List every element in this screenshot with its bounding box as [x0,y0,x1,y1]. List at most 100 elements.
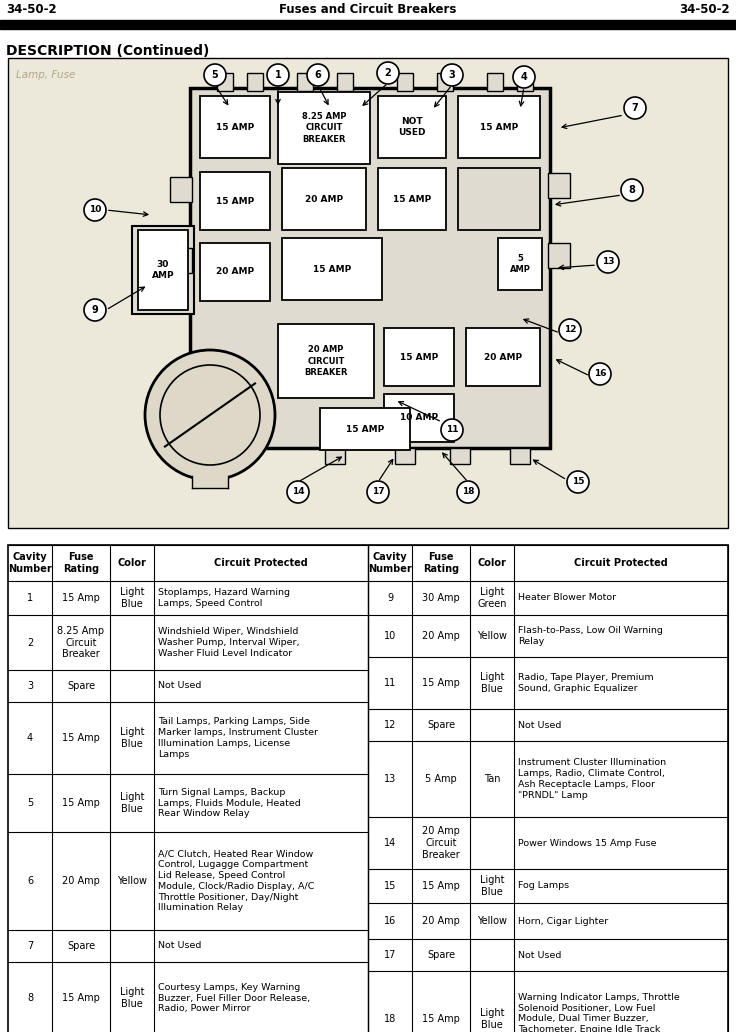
Bar [8,58,728,528]
Text: 14: 14 [384,838,396,848]
Text: Courtesy Lamps, Key Warning
Buzzer, Fuel Filler Door Release,
Radio, Power Mirro: Courtesy Lamps, Key Warning Buzzer, Fuel… [158,982,310,1013]
Text: 30
AMP: 30 AMP [152,260,174,280]
Bar [437,73,453,91]
Text: Windshield Wiper, Windshield
Washer Pump, Interval Wiper,
Washer Fluid Level Ind: Windshield Wiper, Windshield Washer Pump… [158,627,300,657]
Text: 20 AMP
CIRCUIT
BREAKER: 20 AMP CIRCUIT BREAKER [304,346,347,377]
Text: 14: 14 [291,487,304,496]
Circle shape [441,419,463,441]
Text: Tan: Tan [484,774,500,784]
Text: 2: 2 [27,638,33,647]
Text: Yellow: Yellow [117,876,147,886]
Text: Light
Blue: Light Blue [480,672,504,694]
Bar [170,248,192,273]
Text: 10: 10 [89,205,101,215]
Text: 15 AMP: 15 AMP [393,194,431,203]
Text: 9: 9 [387,593,393,603]
Circle shape [624,97,646,119]
Bar [384,394,454,442]
Text: Tail Lamps, Parking Lamps, Side
Marker lamps, Instrument Cluster
Illumination La: Tail Lamps, Parking Lamps, Side Marker l… [158,717,318,759]
Text: 10: 10 [384,631,396,641]
Bar [397,73,413,91]
Bar [278,324,374,398]
Text: 9: 9 [91,305,99,315]
Circle shape [377,62,399,84]
Text: 15 Amp: 15 Amp [62,733,100,743]
Text: Spare: Spare [427,950,455,960]
Text: 15 Amp: 15 Amp [422,881,460,891]
Text: Not Used: Not Used [518,720,562,730]
Text: Circuit Protected: Circuit Protected [214,558,308,568]
Bar [200,243,270,301]
Text: 34-50-2: 34-50-2 [679,3,730,17]
Text: 7: 7 [631,103,638,112]
Bar [510,448,530,464]
Text: 1: 1 [275,70,281,80]
Bar [278,92,370,164]
Text: 15 AMP: 15 AMP [346,424,384,433]
Text: 20 Amp
Circuit
Breaker: 20 Amp Circuit Breaker [422,827,460,860]
Text: 16: 16 [384,916,396,926]
Circle shape [160,365,260,465]
Text: 6: 6 [314,70,322,80]
Text: 20 Amp: 20 Amp [422,631,460,641]
Text: 1: 1 [27,593,33,603]
Circle shape [559,319,581,341]
Bar [247,73,263,91]
Text: 30 Amp: 30 Amp [422,593,460,603]
Text: 17: 17 [383,950,396,960]
Bar [0,20,736,29]
Text: 13: 13 [384,774,396,784]
Circle shape [204,64,226,86]
Bar [458,96,540,158]
Text: Power Windows 15 Amp Fuse: Power Windows 15 Amp Fuse [518,838,657,847]
Bar [230,448,250,464]
Circle shape [513,66,535,88]
Text: Warning Indicator Lamps, Throttle
Solenoid Positioner, Low Fuel
Module, Dual Tim: Warning Indicator Lamps, Throttle Soleno… [518,993,680,1032]
Bar [282,168,366,230]
Circle shape [84,299,106,321]
Circle shape [457,481,479,503]
Bar [320,408,410,450]
Text: 20 AMP: 20 AMP [305,194,343,203]
Bar [8,545,728,1032]
Text: Color: Color [118,558,146,568]
Bar [378,168,446,230]
Text: 11: 11 [446,425,459,434]
Text: 15 Amp: 15 Amp [62,593,100,603]
Bar [200,172,270,230]
Bar [450,448,470,464]
Text: 4: 4 [27,733,33,743]
Text: Color: Color [478,558,506,568]
Text: 10 AMP: 10 AMP [400,414,438,422]
Text: Light
Blue: Light Blue [120,793,144,814]
Bar [200,96,270,158]
Text: Fog Lamps: Fog Lamps [518,881,569,891]
Bar [132,226,194,314]
Text: 15 AMP: 15 AMP [480,123,518,131]
Text: 20 Amp: 20 Amp [62,876,100,886]
Text: 12: 12 [564,325,576,334]
Bar [217,73,233,91]
Text: Heater Blower Motor: Heater Blower Motor [518,593,616,603]
Bar [282,238,382,300]
Text: Spare: Spare [67,681,95,691]
Text: 34-50-2: 34-50-2 [6,3,57,17]
Text: Light
Blue: Light Blue [480,875,504,897]
Text: 15 Amp: 15 Amp [422,678,460,688]
Circle shape [567,471,589,493]
Text: Spare: Spare [67,941,95,952]
Text: 4: 4 [520,72,528,82]
Text: Not Used: Not Used [518,950,562,960]
Text: 15: 15 [572,478,584,486]
Text: Light
Blue: Light Blue [480,1008,504,1030]
Text: 15 AMP: 15 AMP [216,123,254,131]
Bar [378,96,446,158]
Bar [170,178,192,202]
Text: Not Used: Not Used [158,941,202,950]
Bar [517,73,533,91]
Text: 16: 16 [594,369,606,379]
Circle shape [84,199,106,221]
Text: Cavity
Number: Cavity Number [8,552,52,574]
Text: Horn, Cigar Lighter: Horn, Cigar Lighter [518,916,608,926]
Bar [190,88,550,448]
